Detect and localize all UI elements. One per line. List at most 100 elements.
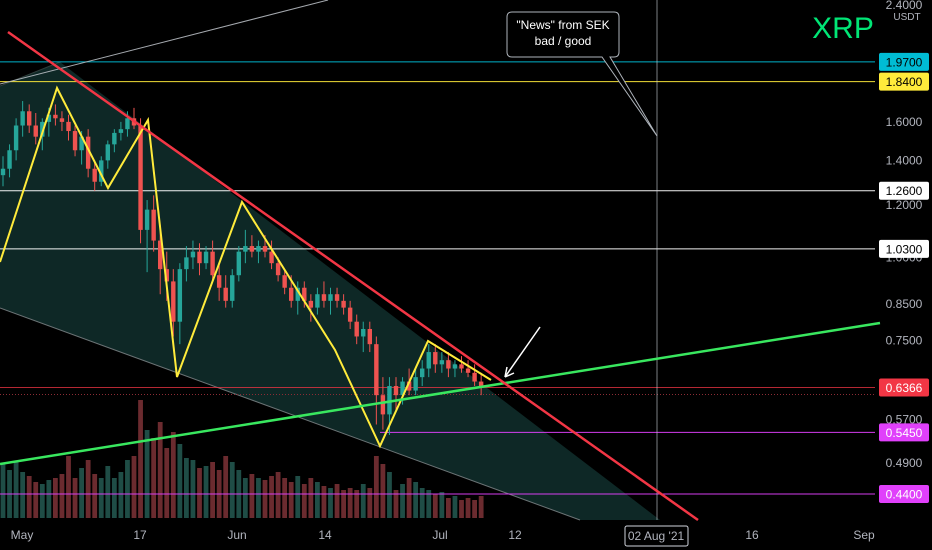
candle-body-13 <box>85 136 91 169</box>
price-level-labels: 1.9700 1.8400 1.2600 1.0300 0.6366 0.5450 0.44… <box>879 52 929 504</box>
callout-line-2: bad / good <box>535 34 592 48</box>
x-tick-0: May <box>11 528 34 542</box>
volume-bar-0 <box>0 464 6 518</box>
volume-bar-20 <box>131 456 137 518</box>
volume-bar-8 <box>53 478 58 518</box>
candle-body-43 <box>282 275 287 288</box>
volume-bar-42 <box>275 472 281 518</box>
volume-bar-28 <box>184 458 189 518</box>
green-support-trendline <box>0 321 881 466</box>
candle-body-6 <box>40 121 45 137</box>
volume-bar-12 <box>79 468 84 518</box>
candle-body-28 <box>184 257 189 270</box>
zigzag-pattern-line <box>0 85 492 449</box>
y-tick-3: 1.2000 <box>886 198 923 212</box>
volume-bar-38 <box>249 474 255 518</box>
volume-bar-59 <box>387 472 392 518</box>
x-tick-7: Sep <box>853 528 875 542</box>
candle-body-32 <box>210 251 215 276</box>
candle-body-69 <box>452 364 458 369</box>
volume-bar-47 <box>308 478 314 518</box>
candle-body-73 <box>478 381 484 388</box>
crosshair-date-background <box>624 525 689 547</box>
volume-bar-11 <box>72 478 78 518</box>
candle-body-68 <box>446 360 451 369</box>
level-label-5: 0.5450 <box>886 426 923 440</box>
volume-bar-44 <box>288 482 294 518</box>
candle-body-45 <box>295 287 300 301</box>
candle-body-61 <box>400 381 405 396</box>
y-tick-1: 1.6000 <box>886 115 923 129</box>
candle-body-4 <box>27 111 32 126</box>
volume-bar-46 <box>301 484 307 518</box>
candle-body-63 <box>413 377 418 391</box>
candle-body-21 <box>138 125 143 230</box>
volume-bar-22 <box>144 430 150 518</box>
volume-bar-48 <box>315 482 320 518</box>
candle-body-64 <box>420 368 425 378</box>
candle-body-48 <box>315 294 320 308</box>
volume-bar-64 <box>419 488 425 518</box>
volume-bar-73 <box>478 496 484 518</box>
callout-box: "News" from SEK bad / good <box>506 11 658 137</box>
volume-bar-26 <box>170 432 176 518</box>
x-tick-2: Jun <box>227 528 246 542</box>
volume-bar-6 <box>39 484 45 518</box>
crosshair-date-box: 02 Aug '21 <box>624 525 689 547</box>
level-label-1: 1.8400 <box>886 75 923 89</box>
candle-body-15 <box>99 160 104 182</box>
y-tick-6: 0.7500 <box>886 333 923 347</box>
candle-body-2 <box>13 125 19 151</box>
volume-bar-25 <box>164 448 170 518</box>
candle-body-24 <box>158 240 163 270</box>
volume-bar-50 <box>328 488 333 518</box>
candle-body-36 <box>236 251 241 276</box>
candle-body-58 <box>380 395 386 415</box>
candle-body-12 <box>79 136 84 151</box>
volume-bar-3 <box>20 472 26 518</box>
candle-body-71 <box>465 368 471 373</box>
candle-body-56 <box>367 328 372 345</box>
volume-bar-45 <box>295 476 301 518</box>
candle-body-70 <box>459 364 464 369</box>
level-label-3: 1.0300 <box>886 242 923 256</box>
candle-body-53 <box>347 307 353 322</box>
level-label-6: 0.4400 <box>886 488 923 502</box>
level-label-0: 1.9700 <box>886 55 923 69</box>
volume-bar-21 <box>138 400 143 518</box>
crosshair-date-label: 02 Aug '21 <box>628 529 685 543</box>
volume-bar-68 <box>446 498 451 518</box>
candle-body-31 <box>203 251 209 264</box>
candle-body-27 <box>177 269 183 322</box>
x-tick-1: 17 <box>133 528 147 542</box>
candle-body-72 <box>472 372 477 382</box>
y-tick-0: 2.4000 <box>886 0 923 12</box>
candle-body-55 <box>361 328 366 337</box>
volume-bar-65 <box>426 490 432 518</box>
candle-body-42 <box>275 263 281 276</box>
volume-bar-57 <box>373 456 379 518</box>
volume-bar-60 <box>393 490 399 518</box>
candle-body-49 <box>321 294 327 301</box>
callout-shape <box>506 11 658 137</box>
level-label-bg-5 <box>879 423 929 442</box>
candle-body-40 <box>262 246 268 252</box>
volume-bar-23 <box>151 438 157 518</box>
level-label-bg-2 <box>879 181 929 200</box>
volume-bar-17 <box>111 478 117 518</box>
y-tick-8: 0.4900 <box>886 456 923 470</box>
volume-bar-56 <box>367 488 373 518</box>
level-label-4: 0.6366 <box>886 381 923 395</box>
volume-bar-62 <box>406 478 412 518</box>
candle-body-62 <box>406 381 412 391</box>
candle-body-51 <box>334 294 340 301</box>
volume-bar-9 <box>59 474 65 518</box>
level-label-bg-1 <box>879 72 929 91</box>
volume-bar-55 <box>360 484 366 518</box>
callout-line-1: "News" from SEK <box>516 18 609 32</box>
volume-bar-51 <box>334 484 340 518</box>
candle-body-5 <box>33 125 38 137</box>
volume-bar-40 <box>262 480 268 518</box>
candle-body-17 <box>112 132 117 145</box>
